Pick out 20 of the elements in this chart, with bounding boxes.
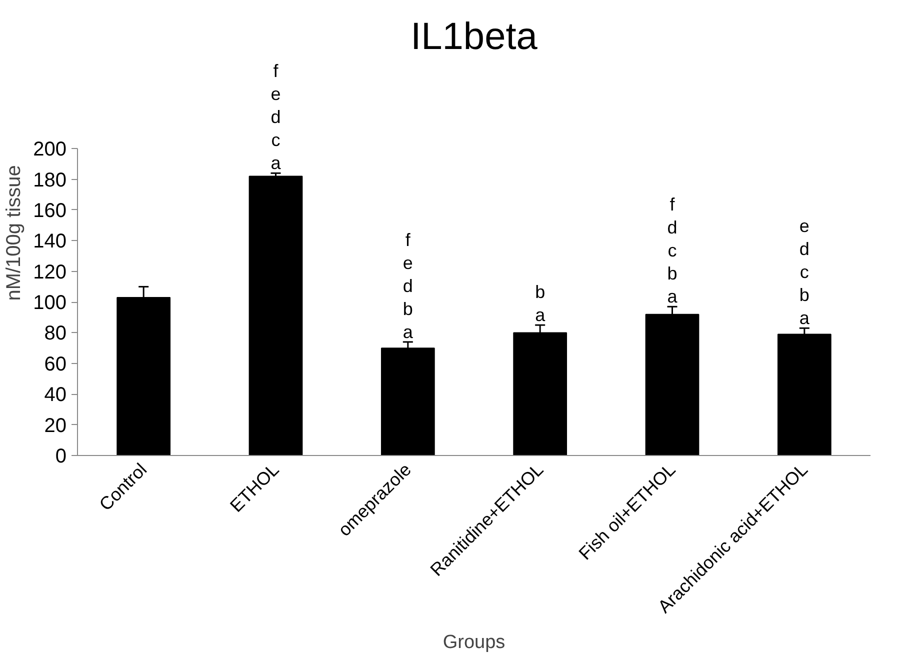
annotation: e d c b a: [799, 216, 810, 328]
y-tick-label: 60: [44, 353, 67, 376]
annotation: f d c b a: [667, 194, 678, 307]
y-axis-title: nM/100g tissue: [3, 165, 26, 301]
annotation: b a: [535, 282, 546, 326]
y-tick-label: 0: [55, 446, 66, 468]
y-tick-label: 160: [33, 200, 67, 222]
annotation: f e d b a: [402, 230, 414, 342]
chart-title: IL1beta: [410, 16, 538, 58]
y-tick-label: 20: [44, 414, 67, 437]
y-tick-label: 140: [33, 230, 67, 253]
y-tick-label: 40: [44, 384, 67, 406]
bar: [248, 176, 303, 456]
y-tick-label: 120: [33, 261, 67, 284]
y-tick-label: 80: [44, 322, 67, 345]
y-tick-label: 200: [33, 138, 67, 161]
x-axis-title: Groups: [442, 632, 506, 653]
y-tick-label: 100: [33, 292, 67, 314]
y-tick-label: 180: [33, 169, 67, 192]
annotation: f e d c a: [270, 61, 282, 174]
